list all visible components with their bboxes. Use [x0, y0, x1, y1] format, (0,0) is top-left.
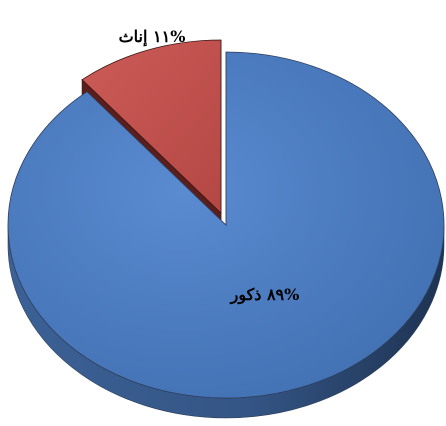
slice-label-males: %٨٩ ذكور	[230, 285, 300, 305]
slice-top	[7, 51, 445, 399]
slice-label-females: %١١ إناث	[119, 27, 186, 46]
slice-top	[81, 39, 222, 214]
pie-slice-males	[7, 51, 445, 419]
